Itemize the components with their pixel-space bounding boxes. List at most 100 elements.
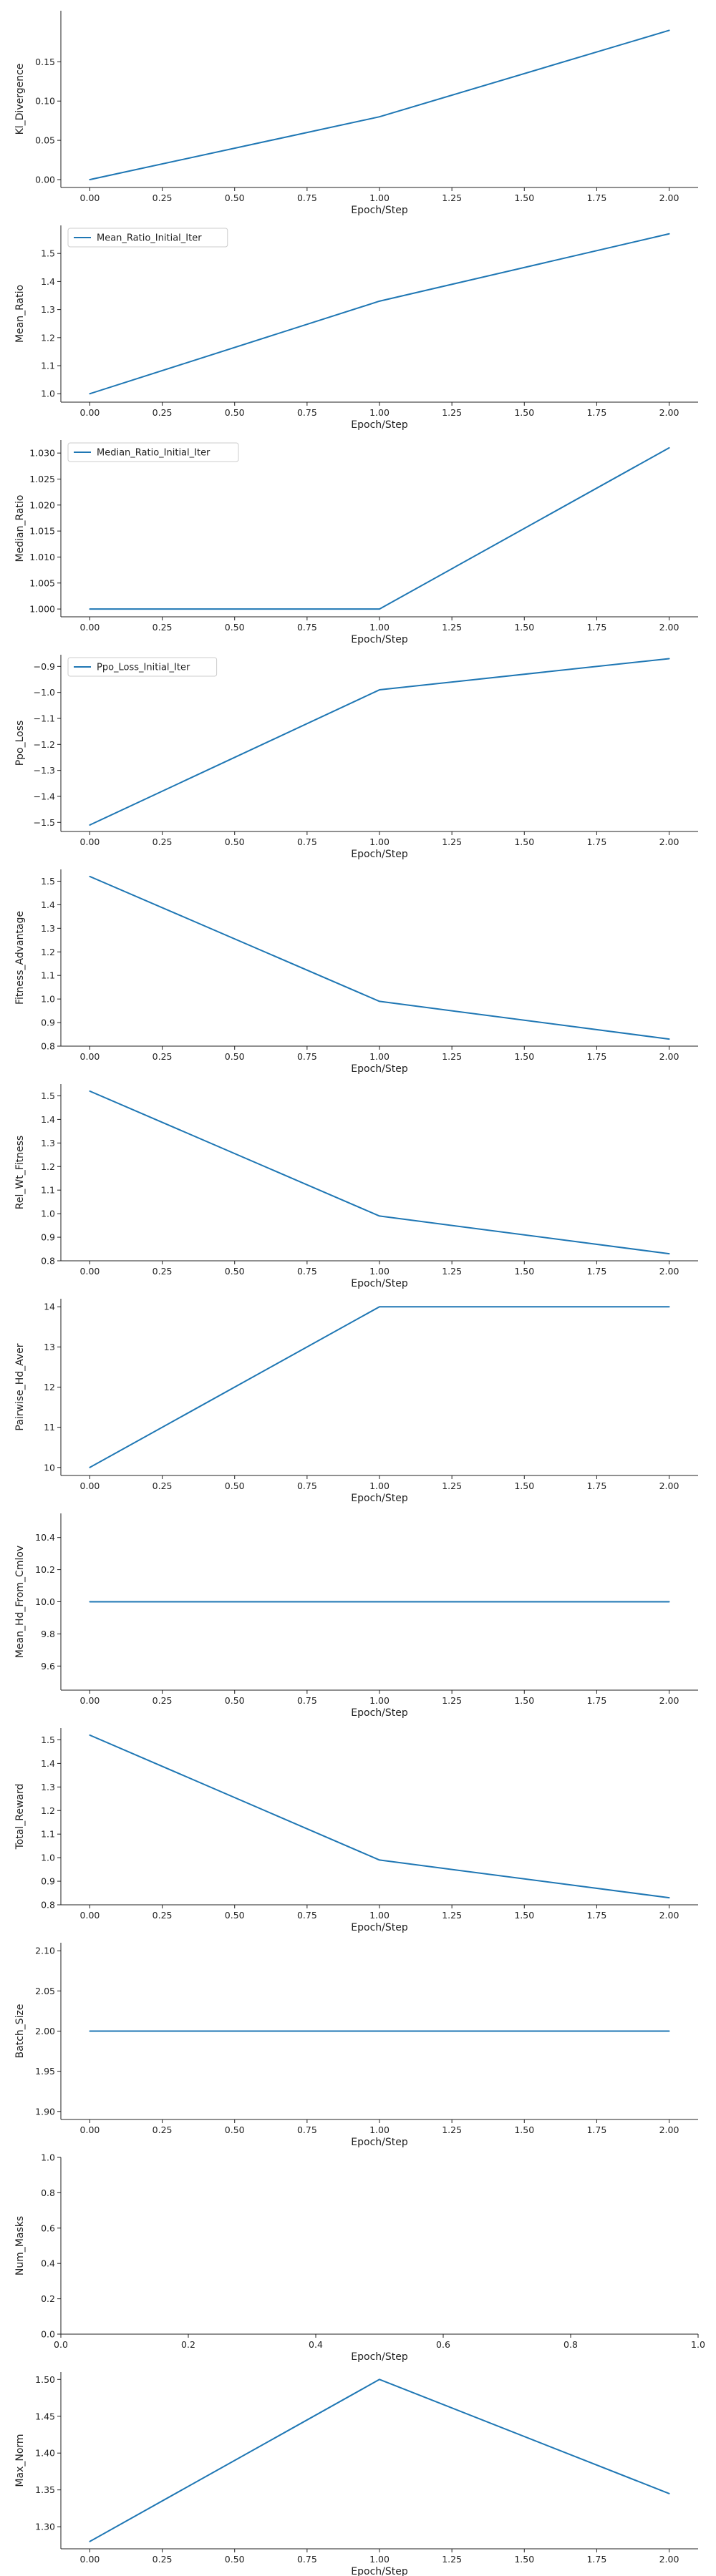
x-tick-label: 1.00 [369,2554,390,2565]
y-tick-label: 10.4 [35,1532,55,1543]
y-tick-label: 2.10 [35,1946,55,1956]
x-tick-label: 0.25 [153,407,173,418]
y-tick-label: 1.005 [29,577,55,588]
y-tick-label: 1.3 [41,1782,55,1792]
x-tick-label: 0.75 [297,2554,317,2565]
x-tick-label: 0.75 [297,1910,317,1921]
y-tick-label: 13 [44,1342,55,1352]
y-tick-label: 1.4 [41,276,55,287]
y-tick-label: 1.4 [41,1758,55,1769]
x-tick-label: 0.00 [80,836,100,847]
x-tick-label: 0.50 [225,836,245,847]
x-tick-label: 1.50 [514,1480,534,1491]
x-tick-label: 1.50 [514,2124,534,2135]
x-tick-label: 0.50 [225,2554,245,2565]
y-tick-label: 2.00 [35,2026,55,2036]
y-axis-title: Mean_Ratio [14,285,26,343]
x-tick-label: 0.4 [309,2339,323,2350]
x-tick-label: 2.00 [659,1480,679,1491]
x-tick-label: 1.00 [369,622,390,633]
y-tick-label: 0.9 [41,1232,55,1243]
x-tick-label: 1.50 [514,2554,534,2565]
y-tick-label: 14 [44,1302,55,1312]
y-tick-label: 9.8 [41,1629,55,1639]
series-line [89,658,670,826]
x-tick-label: 1.25 [442,2124,462,2135]
legend-box [67,442,239,462]
x-tick-label: 2.00 [659,2554,679,2565]
chart-panel-4: 0.00 0.25 0.50 0.75 1.00 1.25 1.50 1.75 2.00 −1.5… [14,655,698,860]
chart-panel-6: 0.00 0.25 0.50 0.75 1.00 1.25 1.50 1.75 2.00 0.8 0… [14,1084,698,1289]
y-axis-title: Ppo_Loss [14,721,26,766]
y-tick-label: 1.5 [41,1091,55,1101]
x-tick-label: 1.25 [442,836,462,847]
x-tick-label: 1.25 [442,407,462,418]
y-tick-label: −1.0 [34,687,55,698]
x-tick-label: 1.00 [369,407,390,418]
series-line [89,1306,670,1468]
y-tick-label: 1.2 [41,1805,55,1816]
x-tick-label: 1.25 [442,192,462,203]
x-tick-label: 1.25 [442,1051,462,1062]
x-tick-label: 1.25 [442,1695,462,1706]
x-tick-label: 2.00 [659,1695,679,1706]
y-tick-label: 1.90 [35,2106,55,2117]
chart-panel-9: 0.00 0.25 0.50 0.75 1.00 1.25 1.50 1.75 2.00 0.8 0… [14,1728,698,1933]
chart-panel-8: 0.00 0.25 0.50 0.75 1.00 1.25 1.50 1.75 2.00 9.6 9… [14,1513,698,1719]
x-tick-label: 0.25 [153,1480,173,1491]
x-tick-label: 0.75 [297,407,317,418]
x-tick-label: 1.75 [586,836,606,847]
y-tick-label: −1.3 [34,765,55,776]
y-tick-label: 1.0 [41,389,55,399]
y-tick-label: 1.4 [41,1114,55,1125]
y-tick-label: 10 [44,1462,55,1473]
x-tick-label: 0.00 [80,1480,100,1491]
y-tick-label: 1.1 [41,1185,55,1196]
x-tick-label: 0.50 [225,1910,245,1921]
y-tick-label: 2.05 [35,1986,55,1996]
x-tick-label: 1.25 [442,622,462,633]
x-tick-label: 1.50 [514,1695,534,1706]
series-line [89,233,670,395]
y-tick-label: −1.4 [34,791,55,801]
x-tick-label: 0.8 [563,2339,578,2350]
y-tick-label: 0.6 [41,2223,55,2233]
x-tick-label: 2.00 [659,1051,679,1062]
x-tick-label: 0.75 [297,1695,317,1706]
y-tick-label: 1.50 [35,2374,55,2385]
x-tick-label: 1.75 [586,1480,606,1491]
y-tick-label: 1.2 [41,947,55,957]
chart-panel-12: 0.00 0.25 0.50 0.75 1.00 1.25 1.50 1.75 2.00 1.30… [14,2372,698,2576]
y-axis-title: Num_Masks [14,2216,26,2275]
y-tick-label: 0.9 [41,1876,55,1887]
y-axis-title: Fitness_Advantage [14,911,26,1005]
series-line [89,875,670,1040]
y-tick-label: 1.3 [41,1138,55,1148]
y-tick-label: 1.2 [41,332,55,343]
x-tick-label: 0.00 [80,622,100,633]
x-tick-label: 0.75 [297,192,317,203]
y-tick-label: 1.015 [29,526,55,537]
x-tick-label: 0.50 [225,1266,245,1277]
x-tick-label: 1.00 [369,1266,390,1277]
y-axis-title: Median_Ratio [14,495,26,562]
x-tick-label: 0.50 [225,1695,245,1706]
y-tick-label: 10.2 [35,1564,55,1575]
x-tick-label: 0.75 [297,1480,317,1491]
x-axis-title: Epoch/Step [351,2566,408,2576]
x-tick-label: 2.00 [659,1910,679,1921]
x-tick-label: 0.25 [153,1051,173,1062]
x-tick-label: 2.00 [659,836,679,847]
x-tick-label: 0.25 [153,1266,173,1277]
x-tick-label: 0.50 [225,2124,245,2135]
y-tick-label: 1.3 [41,304,55,315]
y-axis-title: Rel_Wt_Fitness [14,1136,26,1209]
y-axis-title: Max_Norm [14,2434,26,2487]
x-tick-label: 0.25 [153,192,173,203]
x-tick-label: 1.00 [369,192,390,203]
x-tick-label: 1.0 [691,2339,705,2350]
series-line [89,1090,670,1255]
x-tick-label: 1.25 [442,2554,462,2565]
y-tick-label: −1.5 [34,817,55,828]
